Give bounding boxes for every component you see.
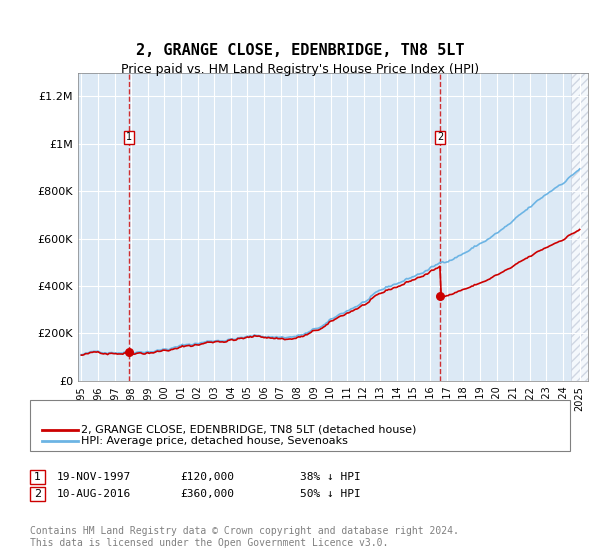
Text: 2: 2	[34, 489, 41, 499]
Text: 2, GRANGE CLOSE, EDENBRIDGE, TN8 5LT (detached house): 2, GRANGE CLOSE, EDENBRIDGE, TN8 5LT (de…	[81, 424, 416, 435]
Bar	[571, 73, 588, 381]
Text: 1: 1	[126, 133, 132, 142]
Text: 50% ↓ HPI: 50% ↓ HPI	[300, 489, 361, 499]
Text: 19-NOV-1997: 19-NOV-1997	[57, 472, 131, 482]
Text: HPI: Average price, detached house, Sevenoaks: HPI: Average price, detached house, Seve…	[81, 436, 348, 446]
Text: Contains HM Land Registry data © Crown copyright and database right 2024.
This d: Contains HM Land Registry data © Crown c…	[30, 526, 459, 548]
Point	[436, 291, 445, 300]
Point	[124, 348, 134, 357]
Text: £120,000: £120,000	[180, 472, 234, 482]
Text: £360,000: £360,000	[180, 489, 234, 499]
Text: 1: 1	[34, 472, 41, 482]
Text: 38% ↓ HPI: 38% ↓ HPI	[300, 472, 361, 482]
Text: Price paid vs. HM Land Registry's House Price Index (HPI): Price paid vs. HM Land Registry's House …	[121, 63, 479, 77]
Text: 10-AUG-2016: 10-AUG-2016	[57, 489, 131, 499]
Text: 2: 2	[437, 133, 443, 142]
Text: 2, GRANGE CLOSE, EDENBRIDGE, TN8 5LT: 2, GRANGE CLOSE, EDENBRIDGE, TN8 5LT	[136, 43, 464, 58]
